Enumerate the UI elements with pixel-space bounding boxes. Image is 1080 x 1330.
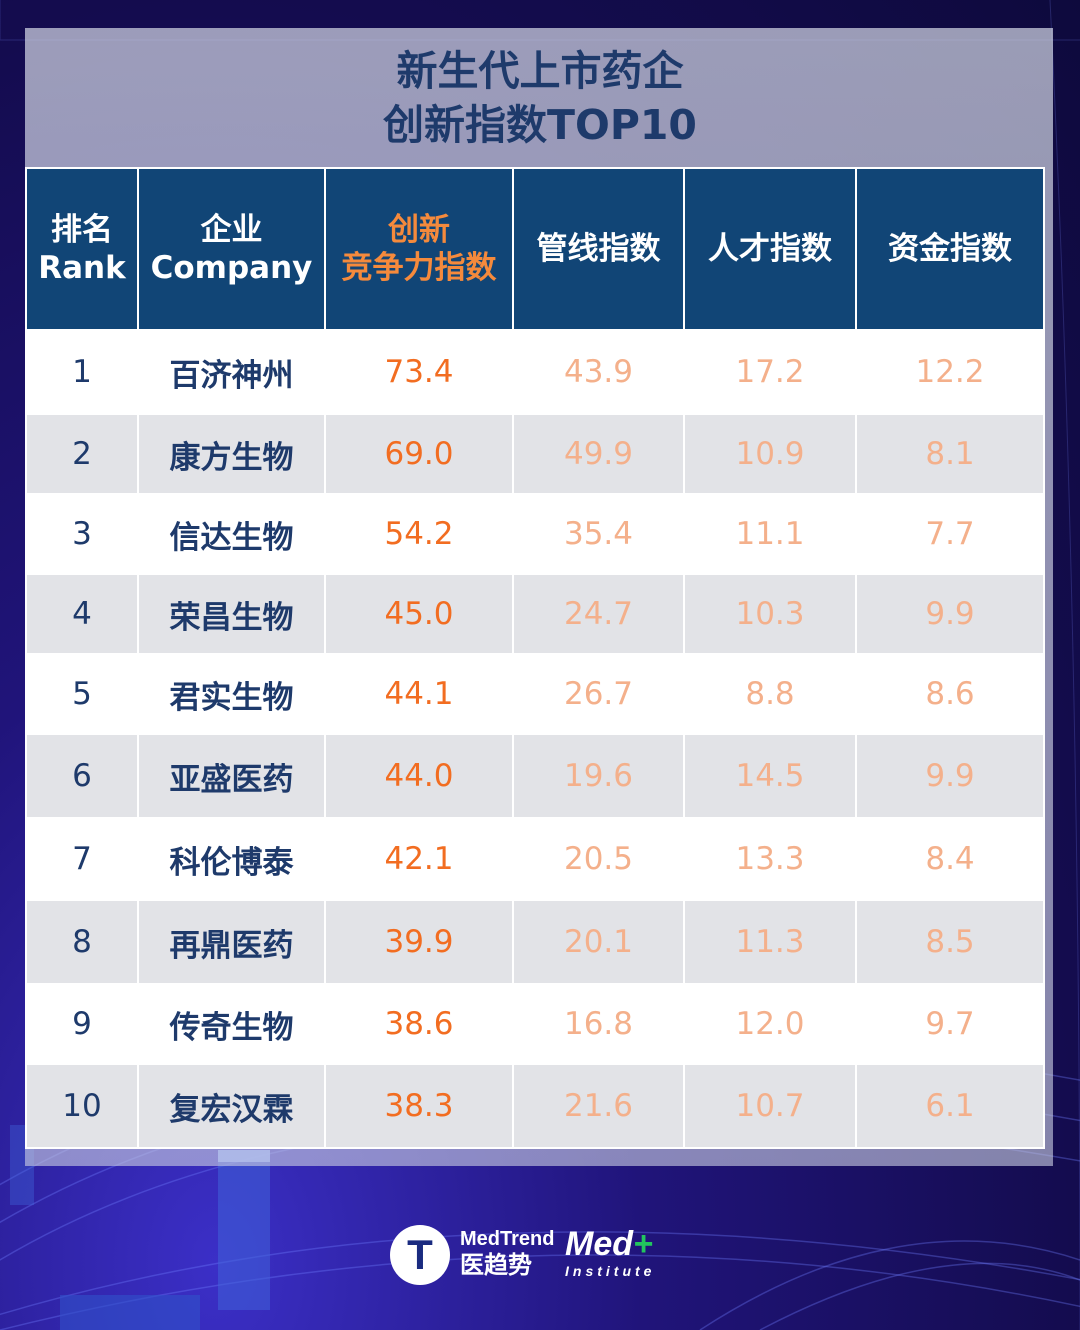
rank-cell: 5 xyxy=(25,653,139,735)
innovation-cell: 44.1 xyxy=(324,653,514,735)
header-innovation-index: 创新 竞争力指数 xyxy=(324,167,514,331)
company-cell: 荣昌生物 xyxy=(137,573,326,655)
med-institute-logo: Med+ Institute xyxy=(565,1225,655,1279)
medtrend-logo: MedTrend 医趋势 xyxy=(460,1227,554,1279)
title-line-2: 创新指数TOP10 xyxy=(383,101,697,149)
header-pipeline-index: 管线指数 xyxy=(512,167,685,331)
capital-cell: 8.4 xyxy=(855,817,1045,901)
capital-cell: 8.5 xyxy=(855,899,1045,985)
footer-logos: T MedTrend 医趋势 Med+ Institute xyxy=(390,1225,690,1285)
header-company: 企业 Company xyxy=(137,167,326,331)
capital-cell: 8.1 xyxy=(855,413,1045,495)
capital-cell: 9.7 xyxy=(855,983,1045,1065)
company-cell: 科伦博泰 xyxy=(137,817,326,901)
company-cell: 康方生物 xyxy=(137,413,326,495)
rank-cell: 3 xyxy=(25,493,139,575)
header-capital-index: 资金指数 xyxy=(855,167,1045,331)
pipeline-cell: 24.7 xyxy=(512,573,685,655)
table-row: 2 康方生物 69.0 49.9 10.9 8.1 xyxy=(25,413,1045,495)
header-rank: 排名 Rank xyxy=(25,167,139,331)
rank-cell: 4 xyxy=(25,573,139,655)
medtrend-logo-zh: 医趋势 xyxy=(460,1251,532,1279)
medtrend-logo-icon: T xyxy=(390,1225,450,1285)
company-cell: 信达生物 xyxy=(137,493,326,575)
pipeline-cell: 21.6 xyxy=(512,1063,685,1149)
pipeline-cell: 26.7 xyxy=(512,653,685,735)
talent-cell: 12.0 xyxy=(683,983,857,1065)
talent-cell: 17.2 xyxy=(683,329,857,415)
talent-cell: 13.3 xyxy=(683,817,857,901)
rank-cell: 1 xyxy=(25,329,139,415)
capital-cell: 7.7 xyxy=(855,493,1045,575)
ranking-table: 排名 Rank 企业 Company 创新 竞争力指数 管线指数 人才指数 资金指数 … xyxy=(25,167,1045,1149)
med-logo-plus: + xyxy=(633,1225,653,1263)
medtrend-logo-en: MedTrend xyxy=(460,1228,555,1250)
innovation-cell: 45.0 xyxy=(324,573,514,655)
table-row: 9 传奇生物 38.6 16.8 12.0 9.7 xyxy=(25,983,1045,1065)
page-title: 新生代上市药企 创新指数TOP10 xyxy=(0,44,1080,152)
table-row: 8 再鼎医药 39.9 20.1 11.3 8.5 xyxy=(25,899,1045,985)
pipeline-cell: 19.6 xyxy=(512,733,685,819)
pipeline-cell: 49.9 xyxy=(512,413,685,495)
talent-cell: 11.1 xyxy=(683,493,857,575)
rank-cell: 6 xyxy=(25,733,139,819)
company-cell: 百济神州 xyxy=(137,329,326,415)
med-logo-sub: Institute xyxy=(565,1263,656,1279)
company-cell: 君实生物 xyxy=(137,653,326,735)
company-cell: 复宏汉霖 xyxy=(137,1063,326,1149)
talent-cell: 8.8 xyxy=(683,653,857,735)
rank-cell: 2 xyxy=(25,413,139,495)
pipeline-cell: 43.9 xyxy=(512,329,685,415)
company-cell: 再鼎医药 xyxy=(137,899,326,985)
table-row: 5 君实生物 44.1 26.7 8.8 8.6 xyxy=(25,653,1045,735)
talent-cell: 10.7 xyxy=(683,1063,857,1149)
innovation-cell: 38.6 xyxy=(324,983,514,1065)
rank-cell: 8 xyxy=(25,899,139,985)
table-row: 6 亚盛医药 44.0 19.6 14.5 9.9 xyxy=(25,733,1045,819)
talent-cell: 11.3 xyxy=(683,899,857,985)
capital-cell: 9.9 xyxy=(855,733,1045,819)
pipeline-cell: 20.5 xyxy=(512,817,685,901)
table-header-row: 排名 Rank 企业 Company 创新 竞争力指数 管线指数 人才指数 资金指数 xyxy=(25,167,1045,331)
table-row: 3 信达生物 54.2 35.4 11.1 7.7 xyxy=(25,493,1045,575)
talent-cell: 10.3 xyxy=(683,573,857,655)
talent-cell: 10.9 xyxy=(683,413,857,495)
innovation-cell: 38.3 xyxy=(324,1063,514,1149)
rank-cell: 7 xyxy=(25,817,139,901)
rank-cell: 9 xyxy=(25,983,139,1065)
med-logo-main: Med xyxy=(565,1225,633,1263)
table-row: 10 复宏汉霖 38.3 21.6 10.7 6.1 xyxy=(25,1063,1045,1149)
innovation-cell: 73.4 xyxy=(324,329,514,415)
innovation-cell: 54.2 xyxy=(324,493,514,575)
talent-cell: 14.5 xyxy=(683,733,857,819)
capital-cell: 6.1 xyxy=(855,1063,1045,1149)
company-cell: 亚盛医药 xyxy=(137,733,326,819)
table-row: 7 科伦博泰 42.1 20.5 13.3 8.4 xyxy=(25,817,1045,901)
innovation-cell: 39.9 xyxy=(324,899,514,985)
company-cell: 传奇生物 xyxy=(137,983,326,1065)
header-talent-index: 人才指数 xyxy=(683,167,857,331)
innovation-cell: 44.0 xyxy=(324,733,514,819)
capital-cell: 9.9 xyxy=(855,573,1045,655)
capital-cell: 12.2 xyxy=(855,329,1045,415)
rank-cell: 10 xyxy=(25,1063,139,1149)
pipeline-cell: 16.8 xyxy=(512,983,685,1065)
table-row: 1 百济神州 73.4 43.9 17.2 12.2 xyxy=(25,329,1045,415)
pipeline-cell: 35.4 xyxy=(512,493,685,575)
pipeline-cell: 20.1 xyxy=(512,899,685,985)
table-row: 4 荣昌生物 45.0 24.7 10.3 9.9 xyxy=(25,573,1045,655)
innovation-cell: 42.1 xyxy=(324,817,514,901)
innovation-cell: 69.0 xyxy=(324,413,514,495)
capital-cell: 8.6 xyxy=(855,653,1045,735)
title-line-1: 新生代上市药企 xyxy=(396,47,684,95)
